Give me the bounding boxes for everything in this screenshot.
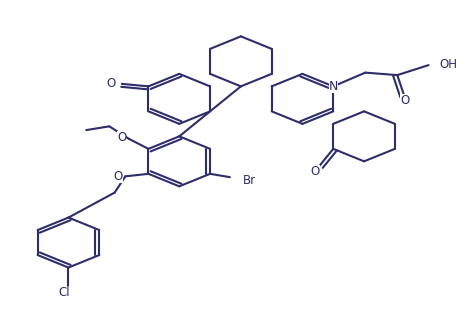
Text: O: O xyxy=(113,170,123,183)
Text: OH: OH xyxy=(438,58,456,71)
Text: O: O xyxy=(106,77,115,90)
Text: Cl: Cl xyxy=(58,286,69,299)
Text: O: O xyxy=(399,94,409,107)
Text: O: O xyxy=(117,131,126,144)
Text: O: O xyxy=(310,165,319,178)
Text: Br: Br xyxy=(242,174,255,187)
Text: N: N xyxy=(328,80,337,93)
